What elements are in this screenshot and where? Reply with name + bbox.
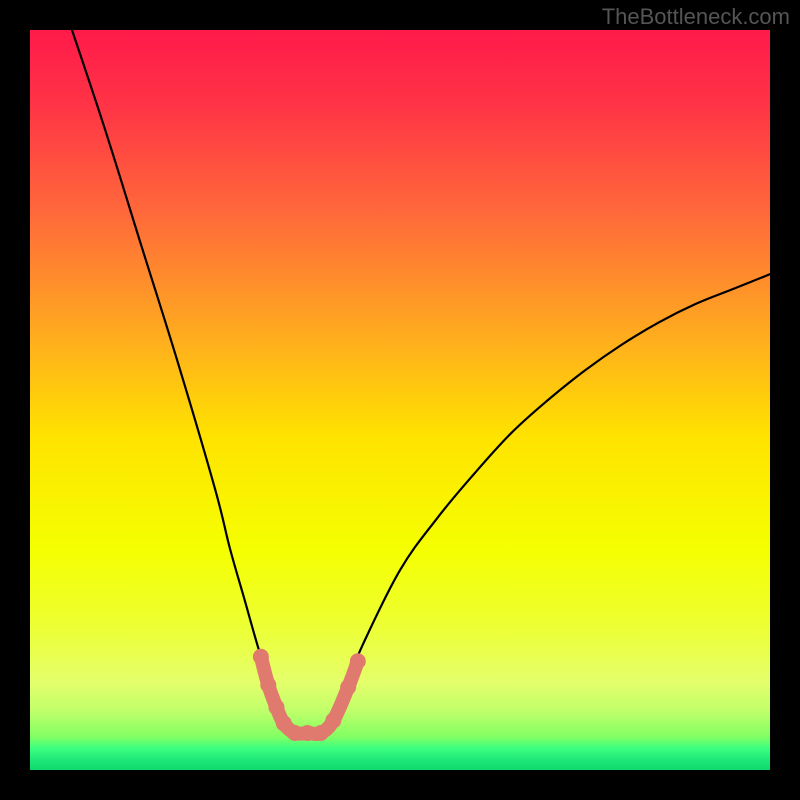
valley-highlight-dot (253, 649, 269, 665)
valley-highlight-dot (340, 679, 356, 695)
valley-highlight-dot (260, 677, 276, 693)
chart-svg (0, 0, 800, 800)
valley-highlight-dot (325, 712, 341, 728)
valley-highlight-dot (313, 725, 329, 741)
valley-highlight-dot (268, 699, 284, 715)
chart-root: TheBottleneck.com (0, 0, 800, 800)
valley-highlight-dot (350, 653, 366, 669)
watermark-text: TheBottleneck.com (602, 4, 790, 30)
